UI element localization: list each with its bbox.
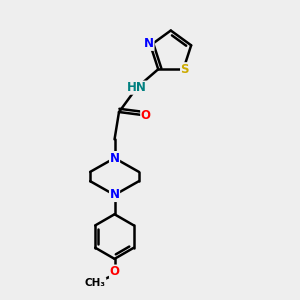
Text: N: N [110,188,119,202]
Text: HN: HN [127,81,147,94]
Text: CH₃: CH₃ [85,278,106,288]
Text: S: S [181,63,189,76]
Text: O: O [110,265,119,278]
Text: O: O [141,109,151,122]
Text: N: N [144,37,154,50]
Text: N: N [110,152,119,165]
